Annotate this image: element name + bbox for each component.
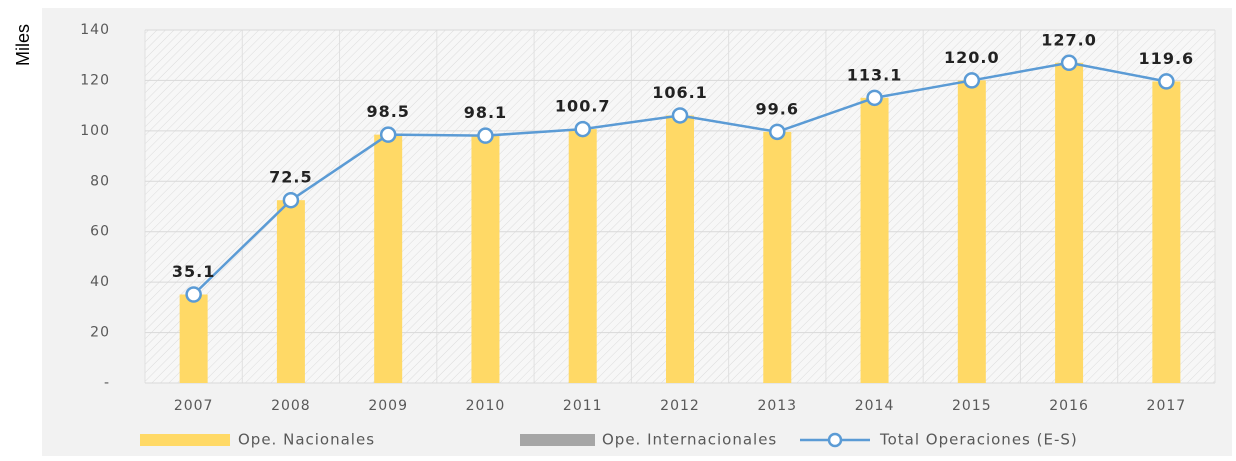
- line-marker: [866, 89, 883, 107]
- line-marker: [1060, 54, 1078, 72]
- bar: [374, 134, 403, 383]
- bar: [568, 129, 597, 383]
- data-label: 35.1: [172, 262, 215, 281]
- line-marker: [477, 127, 494, 144]
- bar: [1055, 62, 1084, 384]
- data-label: 100.7: [555, 97, 611, 116]
- y-tick-label: -: [104, 375, 110, 391]
- legend-label: Ope. Nacionales: [238, 431, 375, 449]
- data-label: 98.1: [464, 103, 507, 122]
- legend-marker: [827, 432, 843, 448]
- bar: [471, 135, 500, 383]
- line-marker: [769, 123, 786, 141]
- legend-swatch: [140, 434, 230, 446]
- x-tick-label: 2013: [757, 398, 797, 414]
- y-tick-label: 20: [90, 325, 110, 341]
- bar: [179, 294, 208, 383]
- y-tick-label: 40: [90, 274, 110, 290]
- line-marker: [282, 191, 300, 209]
- bar: [1152, 81, 1181, 384]
- data-label: 120.0: [944, 48, 1000, 67]
- data-label: 106.1: [652, 83, 708, 102]
- line-marker: [671, 107, 689, 124]
- bar: [860, 97, 889, 384]
- y-tick-label: 120: [80, 72, 110, 88]
- y-axis-label: Miles: [13, 24, 33, 66]
- line-marker: [379, 126, 397, 143]
- x-tick-label: 2009: [368, 398, 408, 414]
- x-tick-label: 2010: [466, 398, 506, 414]
- line-marker: [185, 286, 202, 303]
- bar: [666, 115, 694, 383]
- y-tick-label: 100: [80, 123, 110, 139]
- bar: [276, 200, 305, 383]
- legend-swatch: [520, 434, 595, 446]
- line-marker: [574, 120, 591, 138]
- x-tick-label: 2017: [1147, 398, 1187, 414]
- data-label: 127.0: [1041, 30, 1097, 49]
- x-tick-label: 2011: [563, 398, 603, 414]
- x-tick-label: 2015: [952, 398, 992, 414]
- legend-label: Total Operaciones (E-S): [879, 431, 1078, 449]
- line-marker: [963, 72, 981, 89]
- data-label: 72.5: [269, 168, 312, 187]
- y-tick-label: 80: [90, 173, 110, 189]
- x-tick-label: 2016: [1049, 398, 1089, 414]
- data-label: 99.6: [756, 99, 799, 118]
- x-tick-label: 2014: [855, 398, 895, 414]
- data-label: 113.1: [847, 65, 903, 84]
- x-tick-label: 2008: [271, 398, 311, 414]
- x-tick-label: 2012: [660, 398, 700, 414]
- bar: [957, 80, 986, 383]
- legend-label: Ope. Internacionales: [602, 431, 777, 449]
- line-marker: [1158, 73, 1175, 90]
- y-tick-label: 140: [80, 22, 110, 38]
- x-tick-label: 2007: [174, 398, 214, 414]
- y-tick-label: 60: [90, 224, 110, 240]
- data-label: 119.6: [1139, 49, 1195, 68]
- data-label: 98.5: [366, 102, 409, 121]
- bar: [763, 131, 792, 383]
